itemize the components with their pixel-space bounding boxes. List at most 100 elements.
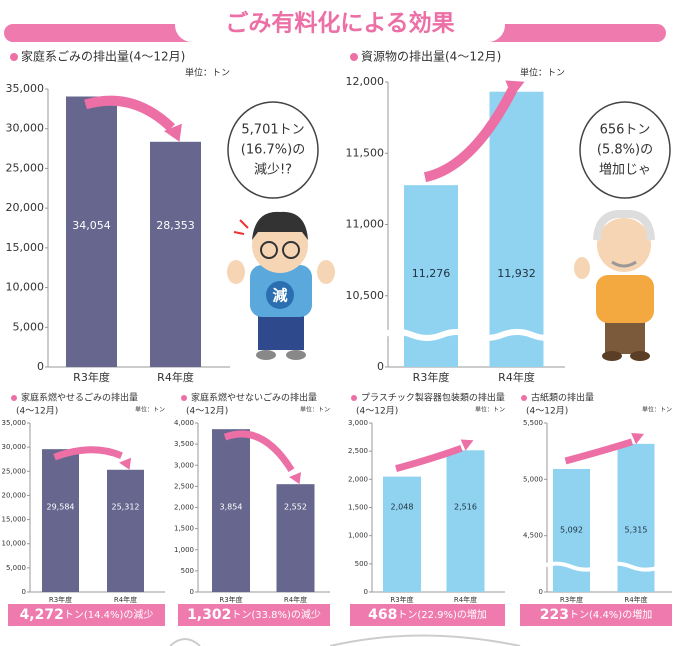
y-tick-label: 0	[37, 360, 44, 373]
summary-box	[350, 604, 505, 626]
y-tick-label: 15,000	[2, 516, 27, 524]
x-tick-label: R3年度	[73, 370, 110, 384]
summary-box	[8, 604, 165, 626]
summary-box	[178, 604, 330, 626]
chart-title: 家庭系ごみの排出量(4～12月)	[21, 49, 185, 64]
y-tick-label: 20,000	[2, 491, 27, 499]
bar	[489, 91, 544, 367]
y-tick-label: 10,000	[6, 281, 45, 294]
x-tick-label: R3年度	[390, 595, 413, 604]
title-dot	[350, 53, 358, 61]
value-label: 11,276	[412, 267, 451, 280]
x-tick-label: R4年度	[624, 595, 647, 604]
y-tick-label: 0	[377, 360, 384, 373]
arrow-head	[505, 80, 525, 98]
bar	[150, 141, 201, 367]
title-dot	[521, 395, 527, 401]
arrow	[395, 444, 463, 473]
grandpa-figure	[574, 209, 655, 361]
y-tick-label: 5,000	[523, 475, 543, 483]
bar	[107, 469, 144, 592]
y-tick-label: 10,500	[346, 289, 385, 302]
unit-label: 単位：トン	[300, 406, 330, 414]
bar	[212, 429, 250, 592]
bar	[446, 450, 485, 592]
title-dot	[11, 395, 17, 401]
y-tick-label: 30,000	[2, 443, 27, 451]
y-tick-label: 4,500	[523, 532, 543, 540]
y-tick-label: 0	[22, 588, 26, 596]
x-tick-label: R4年度	[498, 370, 535, 384]
value-label: 3,854	[220, 503, 243, 512]
chart-title: 古紙類の排出量	[531, 392, 594, 404]
y-tick-label: 0	[190, 588, 194, 596]
y-tick-label: 5,500	[523, 419, 543, 427]
value-label: 11,932	[497, 267, 536, 280]
summary-value: 1,302	[187, 607, 231, 623]
value-label: 2,048	[391, 503, 414, 512]
y-tick-label: 1,500	[174, 525, 194, 533]
axis-break	[380, 328, 564, 341]
value-label: 29,584	[47, 503, 75, 512]
y-tick-label: 10,000	[2, 540, 27, 548]
chart-subtitle: (4～12月)	[16, 406, 58, 417]
y-tick-label: 500	[181, 567, 194, 575]
y-tick-label: 2,000	[348, 475, 368, 483]
bubble-text: 5,701トン	[241, 123, 304, 138]
y-tick-label: 3,000	[174, 461, 194, 469]
value-label: 5,092	[560, 526, 583, 535]
arrow	[84, 95, 175, 132]
y-tick-label: 500	[355, 560, 368, 568]
page-title: ごみ有料化による効果	[225, 10, 454, 37]
chart-subtitle: (4～12月)	[186, 406, 228, 417]
y-tick-label: 25,000	[2, 467, 27, 475]
summary: 1,302トン(33.8%)の減少	[187, 607, 321, 623]
value-label: 34,054	[72, 219, 111, 232]
arrow-head	[631, 433, 644, 445]
speech-bubble	[227, 101, 319, 199]
value-label: 25,312	[112, 503, 140, 512]
y-tick-label: 11,000	[346, 218, 385, 231]
chart-subtitle: (4～12月)	[356, 406, 398, 417]
x-tick-label: R4年度	[157, 370, 194, 384]
bar	[66, 96, 117, 367]
axis-break	[540, 561, 680, 572]
footer-deco	[169, 634, 521, 646]
y-tick-label: 1,000	[348, 532, 368, 540]
summary-text: トン(14.4%)の減少	[64, 608, 154, 621]
x-tick-label: R3年度	[413, 370, 450, 384]
summary-text: トン(33.8%)の減少	[231, 608, 321, 621]
y-tick-label: 1,000	[174, 546, 194, 554]
x-tick-label: R4年度	[454, 595, 477, 604]
y-tick-label: 3,500	[174, 440, 194, 448]
summary: 4,272トン(14.4%)の減少	[20, 607, 154, 623]
y-tick-label: 12,000	[346, 75, 385, 88]
unit-label: 単位：トン	[475, 406, 505, 414]
x-tick-label: R4年度	[114, 595, 137, 604]
speech-bubble	[579, 101, 671, 199]
title-pill	[175, 8, 505, 42]
y-tick-label: 20,000	[6, 201, 45, 214]
y-tick-label: 4,000	[174, 419, 194, 427]
title-dot	[351, 395, 357, 401]
summary-box	[520, 604, 672, 626]
arrow	[223, 430, 295, 473]
value-label: 2,552	[284, 503, 307, 512]
unit-label: 単位：トン	[520, 67, 565, 79]
y-tick-label: 3,000	[348, 419, 368, 427]
chart-title: プラスチック製容器包装類の排出量	[361, 392, 505, 404]
bar	[276, 484, 315, 592]
title-dot	[181, 395, 187, 401]
summary-value: 468	[368, 607, 397, 623]
bar	[42, 449, 79, 592]
y-tick-label: 1,500	[348, 504, 368, 512]
y-tick-label: 5,000	[13, 320, 45, 333]
x-tick-label: R3年度	[49, 595, 72, 604]
summary: 223トン(4.4%)の増加	[540, 607, 652, 623]
unit-label: 単位：トン	[135, 406, 165, 414]
value-label: 2,516	[454, 503, 477, 512]
arrow-head	[163, 123, 182, 142]
summary: 468トン(22.9%)の増加	[368, 607, 487, 623]
y-tick-label: 35,000	[2, 419, 27, 427]
bubble-text: (16.7%)の	[241, 143, 305, 158]
